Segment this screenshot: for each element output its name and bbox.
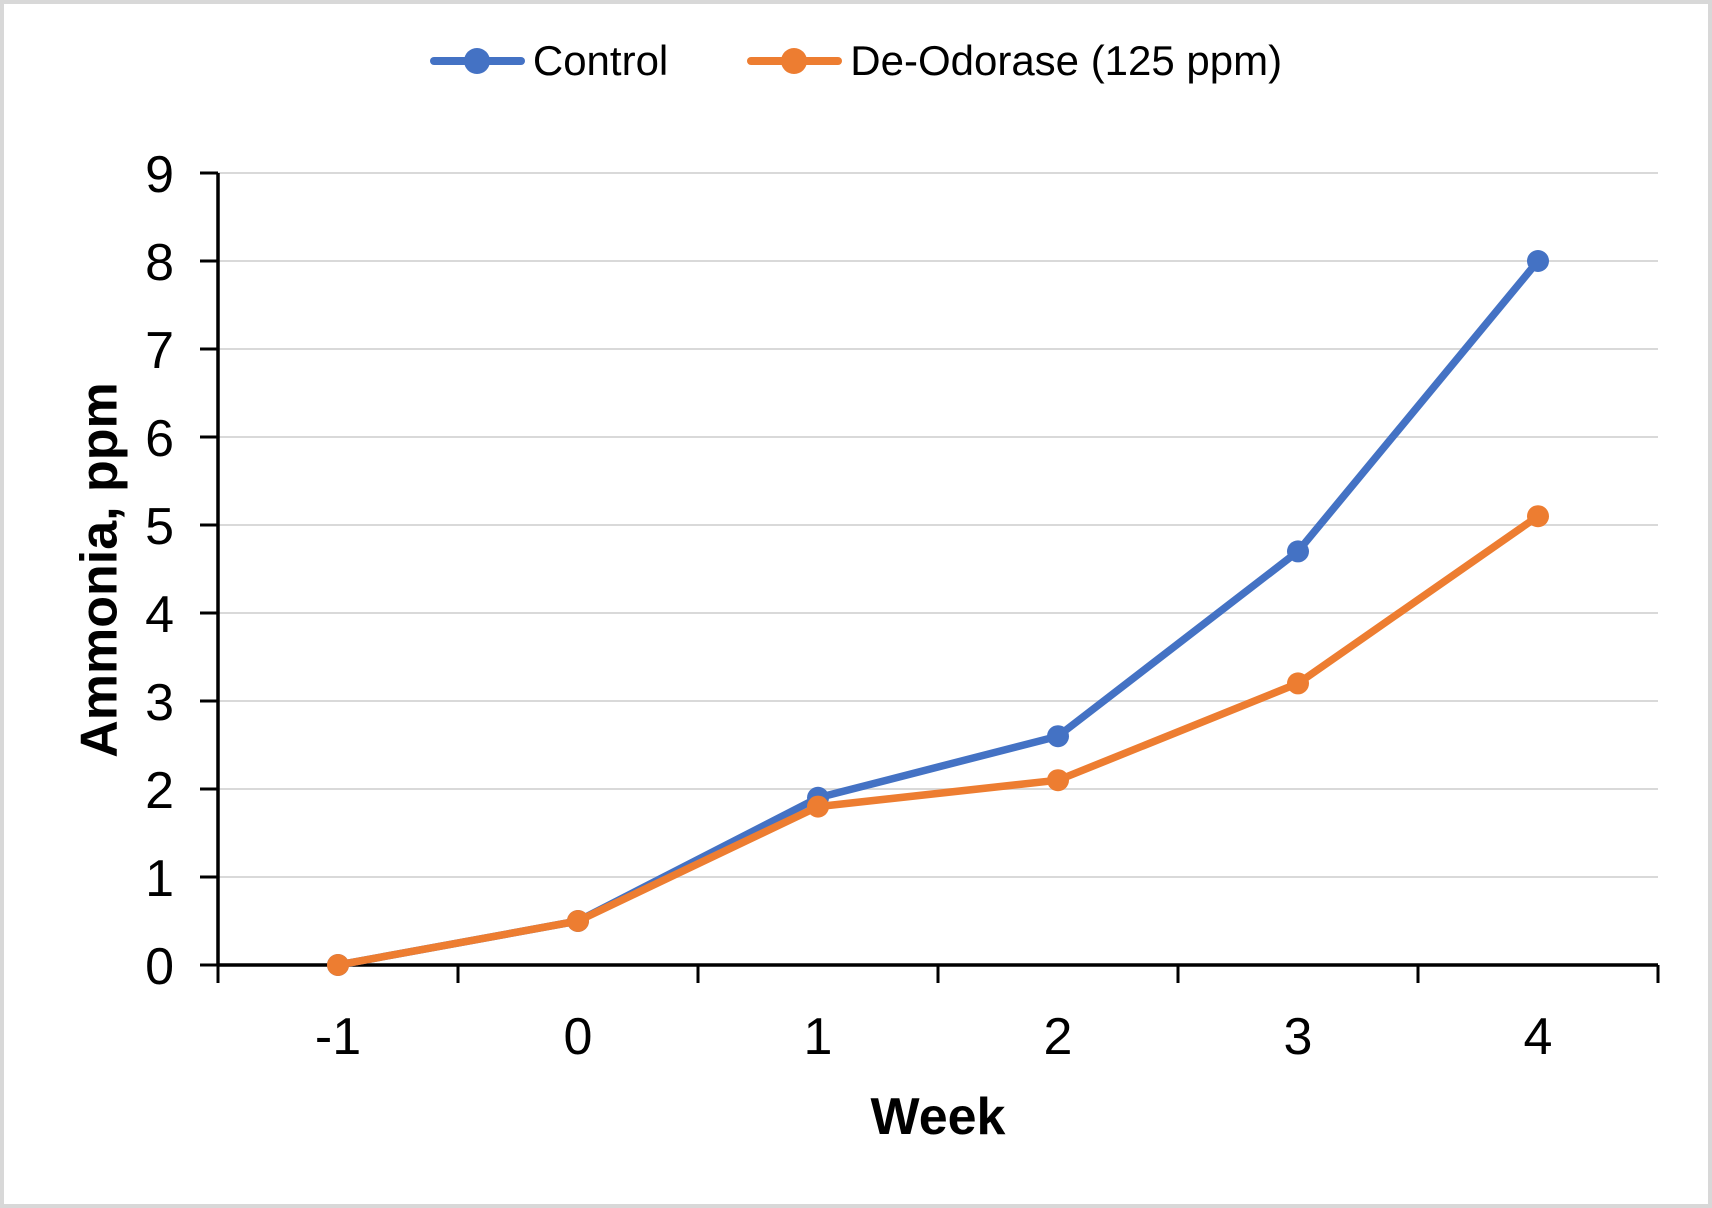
x-tick-label-1: -1 — [315, 1008, 361, 1066]
x-tick-label-4: 4 — [1524, 1008, 1553, 1066]
legend-item-control: Control — [429, 37, 669, 84]
marker-control-x3 — [1287, 540, 1309, 563]
y-tick-label-4: 4 — [145, 586, 174, 644]
marker-de-odorase-125-ppm-x1 — [807, 795, 829, 818]
x-tick-label-0: 0 — [564, 1008, 593, 1066]
legend-marker-control-icon — [429, 48, 525, 75]
y-axis-title: Ammonia, ppm — [70, 382, 129, 758]
y-tick-label-3: 3 — [145, 674, 174, 732]
x-tick-label-2: 2 — [1044, 1008, 1073, 1066]
marker-control-x4 — [1527, 250, 1549, 272]
y-tick-label-9: 9 — [145, 146, 174, 204]
marker-de-odorase-125-ppm-x2 — [1047, 769, 1069, 792]
series-line-de-odorase-125-ppm — [334, 512, 1542, 969]
legend-label-de-odorase-125-ppm: De-Odorase (125 ppm) — [850, 37, 1283, 84]
legend-item-de-odorase-125-ppm: De-Odorase (125 ppm) — [747, 37, 1283, 84]
y-tick-label-5: 5 — [145, 498, 174, 556]
y-tick-label-6: 6 — [145, 410, 174, 468]
legend-marker-de-odorase-125-ppm-icon — [747, 48, 843, 75]
y-tick-label-8: 8 — [145, 234, 174, 292]
chart-legend: Control De-Odorase (125 ppm) — [4, 37, 1708, 84]
marker-de-odorase-125-ppm-x3 — [1287, 672, 1309, 695]
legend-label-control: Control — [532, 37, 669, 84]
x-tick-label-1: 1 — [804, 1008, 833, 1066]
marker-de-odorase-125-ppm-x-1 — [327, 954, 349, 976]
y-tick-label-7: 7 — [145, 322, 174, 380]
x-tick-label-3: 3 — [1284, 1008, 1313, 1066]
y-tick-label-1: 1 — [145, 850, 174, 908]
marker-de-odorase-125-ppm-x0 — [567, 910, 589, 932]
y-tick-label-0: 0 — [145, 938, 174, 996]
marker-de-odorase-125-ppm-x4 — [1527, 505, 1549, 528]
chart-canvas: 0 1 2 3 4 5 6 7 8 9 -1 0 1 2 3 4 — [145, 146, 1660, 1066]
x-axis-title: Week — [870, 1088, 1006, 1146]
y-tick-label-2: 2 — [145, 762, 174, 820]
marker-control-x2 — [1047, 725, 1069, 748]
